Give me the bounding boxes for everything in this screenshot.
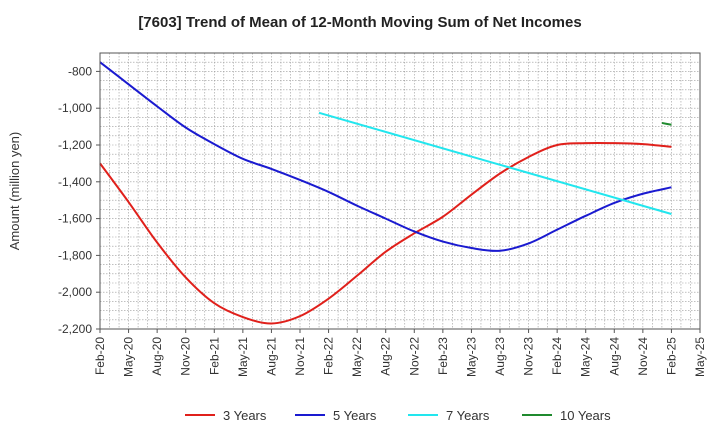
y-tick-label: -1,200 [58, 138, 92, 152]
series-line-10-years [661, 121, 672, 126]
x-tick-label: Nov-24 [636, 337, 650, 376]
y-axis: -800 -1,000 -1,200 -1,400 -1,600 -1,800 -2,000… [58, 64, 100, 336]
series-line-7-years [318, 111, 672, 215]
y-tick-label: -1,400 [58, 175, 92, 189]
x-tick-label: Nov-23 [522, 337, 536, 376]
x-tick-label: May-25 [693, 337, 707, 377]
series-line-3-years [99, 141, 672, 325]
x-tick-label: Feb-20 [93, 337, 107, 375]
y-tick-label: -800 [68, 64, 92, 78]
x-tick-label: Feb-24 [550, 337, 564, 375]
x-axis: Feb-20 May-20 Aug-20 Nov-20 Feb-21 May-21 Aug-… [93, 329, 707, 377]
x-tick-label: Aug-21 [264, 337, 278, 376]
legend: 3 Years 5 Years 7 Years 10 Years [185, 408, 611, 423]
x-tick-label: Aug-24 [607, 337, 621, 376]
legend-item: 10 Years [522, 408, 611, 423]
x-tick-label: Aug-20 [150, 337, 164, 376]
legend-item: 3 Years [185, 408, 267, 423]
y-axis-label: Amount (million yen) [7, 132, 22, 251]
x-tick-label: Nov-20 [179, 337, 193, 376]
y-tick-label: -2,200 [58, 322, 92, 336]
x-tick-label: Feb-25 [664, 337, 678, 375]
y-tick-label: -2,000 [58, 285, 92, 299]
legend-label: 7 Years [446, 408, 490, 423]
legend-label: 10 Years [560, 408, 611, 423]
x-tick-label: May-20 [122, 337, 136, 377]
x-tick-label: Nov-22 [407, 337, 421, 376]
x-tick-label: Aug-23 [493, 337, 507, 376]
series-line-5-years [99, 61, 672, 252]
plot-frame [99, 52, 701, 330]
x-tick-label: Feb-21 [207, 337, 221, 375]
chart-title: [7603] Trend of Mean of 12-Month Moving … [138, 14, 582, 31]
legend-label: 5 Years [333, 408, 377, 423]
x-tick-label: May-23 [464, 337, 478, 377]
legend-item: 7 Years [408, 408, 490, 423]
y-tick-label: -1,800 [58, 248, 92, 262]
x-tick-label: Feb-22 [322, 337, 336, 375]
legend-label: 3 Years [223, 408, 267, 423]
x-tick-label: Nov-21 [293, 337, 307, 376]
legend-item: 5 Years [295, 408, 377, 423]
y-tick-label: -1,000 [58, 101, 92, 115]
series-layer [99, 61, 672, 325]
x-tick-label: Aug-22 [379, 337, 393, 376]
x-tick-label: May-22 [350, 337, 364, 377]
x-tick-label: May-24 [579, 337, 593, 377]
y-tick-label: -1,600 [58, 212, 92, 226]
grid-lines [99, 52, 701, 330]
x-tick-label: Feb-23 [436, 337, 450, 375]
x-tick-label: May-21 [236, 337, 250, 377]
